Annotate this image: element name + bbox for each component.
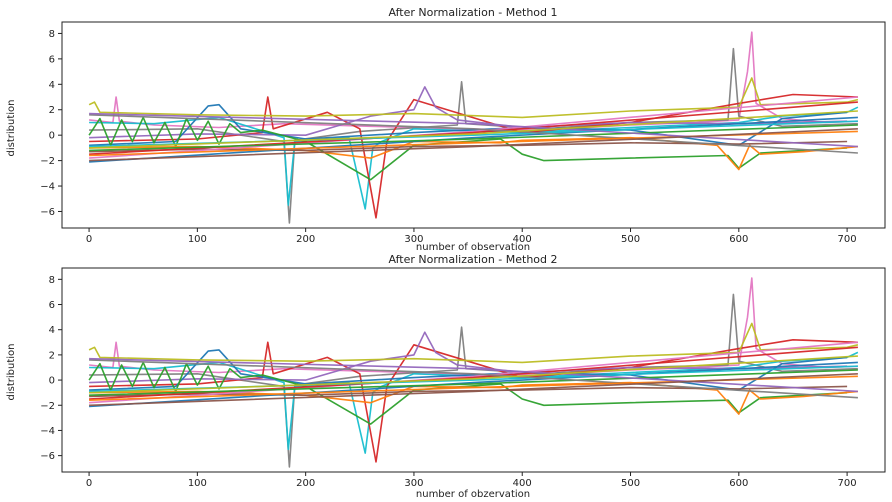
x-tick-label: 600 [729, 478, 748, 489]
series-line [89, 361, 858, 408]
y-tick-label: −4 [40, 182, 55, 193]
x-tick-label: 100 [188, 234, 207, 245]
chart-title: After Normalization - Method 1 [388, 6, 557, 19]
x-tick-label: 700 [838, 234, 857, 245]
series-line [89, 369, 858, 396]
y-tick-label: 4 [49, 80, 55, 91]
y-tick-label: −2 [40, 401, 55, 412]
series-line [88, 361, 848, 425]
y-tick-label: −6 [40, 451, 55, 462]
plot-frame [61, 267, 886, 473]
chart-panel-method-2: After Normalization - Method 2 number of… [6, 253, 886, 500]
y-tick-label: −6 [40, 207, 55, 218]
series-line [89, 112, 858, 148]
series-line [88, 322, 859, 364]
series-line [89, 110, 858, 149]
x-tick-label: 400 [513, 478, 532, 489]
chart-title: After Normalization - Method 2 [388, 253, 557, 266]
x-tick-label: 400 [513, 234, 532, 245]
x-tick-label: 300 [404, 234, 423, 245]
y-tick-label: 8 [49, 275, 55, 286]
series-group [88, 277, 859, 468]
series-line [89, 116, 858, 163]
chart-panel-method-1: After Normalization - Method 1 number of… [6, 6, 886, 253]
x-tick-label: 500 [621, 234, 640, 245]
series-line [89, 373, 858, 407]
series-line [89, 128, 858, 162]
x-tick-label: 200 [296, 478, 315, 489]
y-tick-label: 6 [49, 54, 55, 65]
x-tick-label: 0 [86, 478, 92, 489]
y-tick-label: 8 [49, 29, 55, 40]
x-tick-label: 0 [86, 234, 92, 245]
x-tick-label: 200 [296, 234, 315, 245]
x-tick-label: 300 [404, 478, 423, 489]
series-group [88, 31, 859, 224]
series-line [89, 355, 858, 394]
series-line [89, 114, 858, 154]
plot-frame [61, 21, 886, 229]
x-tick-label: 700 [838, 478, 857, 489]
y-tick-label: 2 [49, 350, 55, 361]
x-axis-label: number of observation [416, 242, 530, 253]
x-tick-label: 500 [621, 478, 640, 489]
y-tick-label: 6 [49, 300, 55, 311]
series-line [88, 77, 859, 119]
y-tick-label: 4 [49, 325, 55, 336]
series-line [89, 96, 858, 159]
x-axis-label: number of obzervation [416, 489, 530, 500]
y-tick-label: 2 [49, 105, 55, 116]
y-axis-label: distribution [6, 344, 17, 401]
y-tick-label: −2 [40, 156, 55, 167]
x-tick-label: 600 [729, 234, 748, 245]
x-tick-label: 100 [188, 478, 207, 489]
series-line [89, 124, 858, 152]
series-line [89, 349, 848, 391]
series-line [89, 341, 858, 404]
y-tick-label: 0 [49, 131, 55, 142]
series-line [89, 359, 858, 399]
series-line [89, 357, 858, 393]
series-line [89, 103, 848, 147]
y-tick-label: 0 [49, 376, 55, 387]
y-axis-label: distribution [6, 100, 17, 157]
y-tick-label: −4 [40, 426, 55, 437]
series-line [88, 116, 848, 181]
